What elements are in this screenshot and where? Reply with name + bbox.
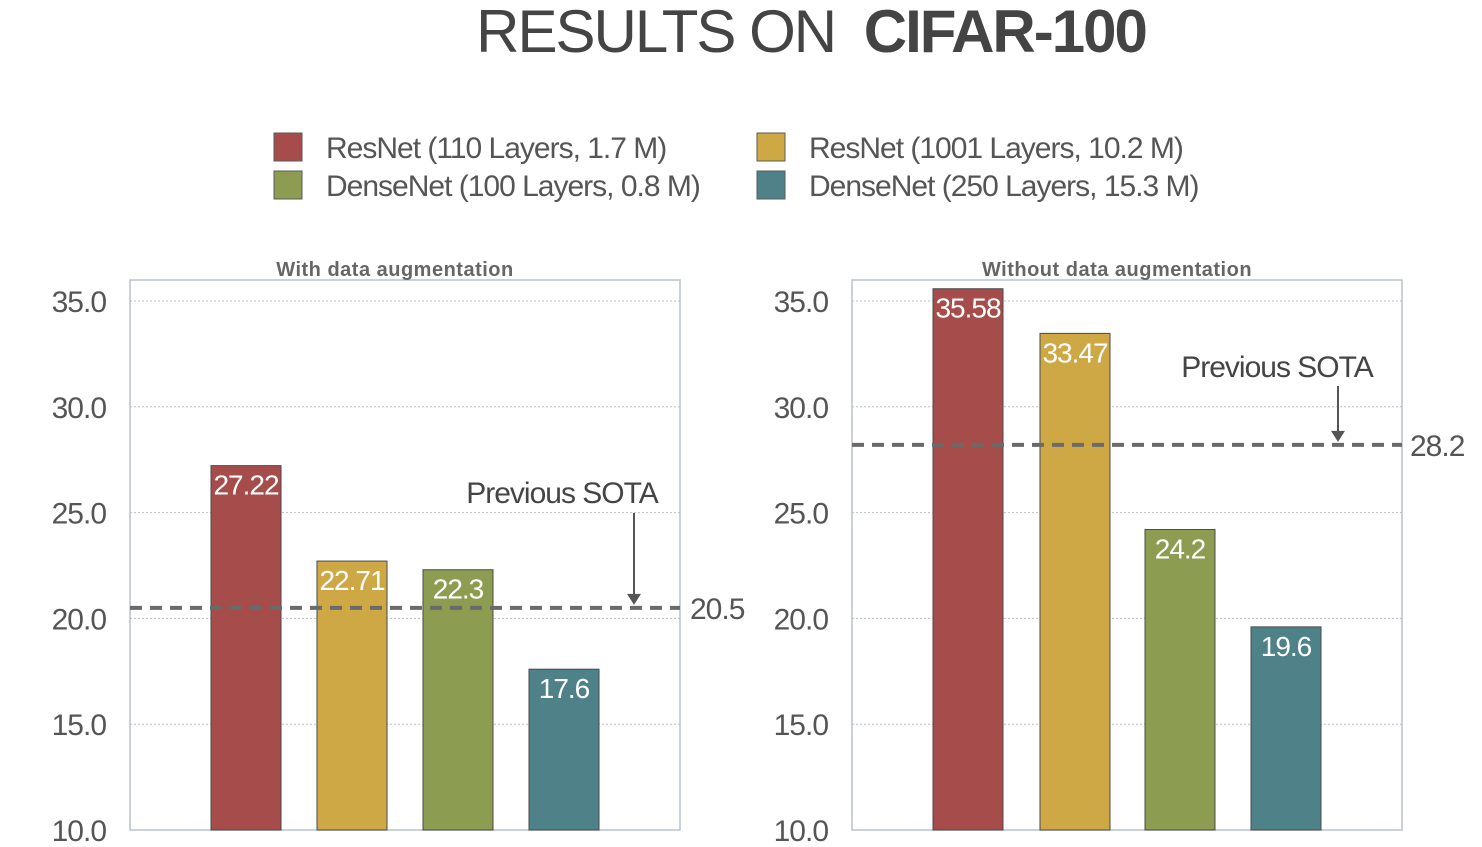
y-tick-label: 35.0 xyxy=(52,286,107,319)
y-tick-label: 10.0 xyxy=(52,815,107,847)
plot-frame xyxy=(129,279,681,831)
bar xyxy=(528,668,600,831)
bar-value-label: 22.3 xyxy=(433,574,484,605)
bar xyxy=(1039,332,1111,831)
figure-title-light: RESULTS ON xyxy=(476,0,835,65)
y-tick-label: 10.0 xyxy=(774,815,829,847)
panel-title: With data augmentation xyxy=(276,259,513,281)
legend-swatch xyxy=(756,170,786,200)
bar-value-label: 24.2 xyxy=(1155,534,1206,565)
legend: ResNet (110 Layers, 1.7 M) ResNet (1001 L… xyxy=(273,132,1200,203)
y-tick-label: 15.0 xyxy=(774,709,829,742)
figure-title-bold: CIFAR-100 xyxy=(864,0,1146,65)
legend-label: DenseNet (100 Layers, 0.8 M) xyxy=(326,170,700,203)
bar xyxy=(422,569,494,831)
annotation-arrow-head xyxy=(1331,430,1345,442)
y-tick-label: 25.0 xyxy=(52,498,107,531)
chart-without-augmentation: Without data augmentation 10.0 15.0 20.0 25.… xyxy=(774,259,1466,847)
legend-label: DenseNet (250 Layers, 15.3 M) xyxy=(809,170,1199,203)
bar xyxy=(932,288,1004,831)
previous-sota-value: 20.5 xyxy=(690,593,745,626)
bar-value-label: 17.6 xyxy=(539,673,590,704)
bar-value-label: 19.6 xyxy=(1261,631,1312,662)
previous-sota-annotation: Previous SOTA xyxy=(466,477,658,510)
y-tick-label: 20.0 xyxy=(52,603,107,636)
bar xyxy=(210,465,282,831)
y-tick-label: 30.0 xyxy=(774,392,829,425)
previous-sota-annotation: Previous SOTA xyxy=(1181,351,1373,384)
panel-title: Without data augmentation xyxy=(982,259,1252,281)
bar-value-label: 33.47 xyxy=(1042,337,1107,368)
chart-with-augmentation: With data augmentation 10.0 15.0 20.0 25.0 30… xyxy=(52,259,746,847)
y-tick-label: 20.0 xyxy=(774,603,829,636)
legend-label: ResNet (1001 Layers, 10.2 M) xyxy=(809,132,1183,165)
bar-value-label: 27.22 xyxy=(213,470,278,501)
legend-swatch xyxy=(756,132,786,162)
y-tick-label: 35.0 xyxy=(774,286,829,319)
legend-label: ResNet (110 Layers, 1.7 M) xyxy=(326,132,666,165)
y-tick-label: 15.0 xyxy=(52,709,107,742)
bar xyxy=(1144,529,1216,831)
bar-value-label: 35.58 xyxy=(935,293,1000,324)
bar xyxy=(316,560,388,831)
figure-title: RESULTS ON CIFAR-100 xyxy=(476,0,1146,65)
y-tick-label: 25.0 xyxy=(774,498,829,531)
bar xyxy=(1250,626,1322,831)
bar-value-label: 22.71 xyxy=(319,565,384,596)
legend-swatch xyxy=(273,132,303,162)
previous-sota-value: 28.2 xyxy=(1410,430,1465,463)
annotation-arrow-head xyxy=(627,593,641,605)
y-tick-label: 30.0 xyxy=(52,392,107,425)
plot-frame xyxy=(851,279,1403,831)
legend-swatch xyxy=(273,170,303,200)
